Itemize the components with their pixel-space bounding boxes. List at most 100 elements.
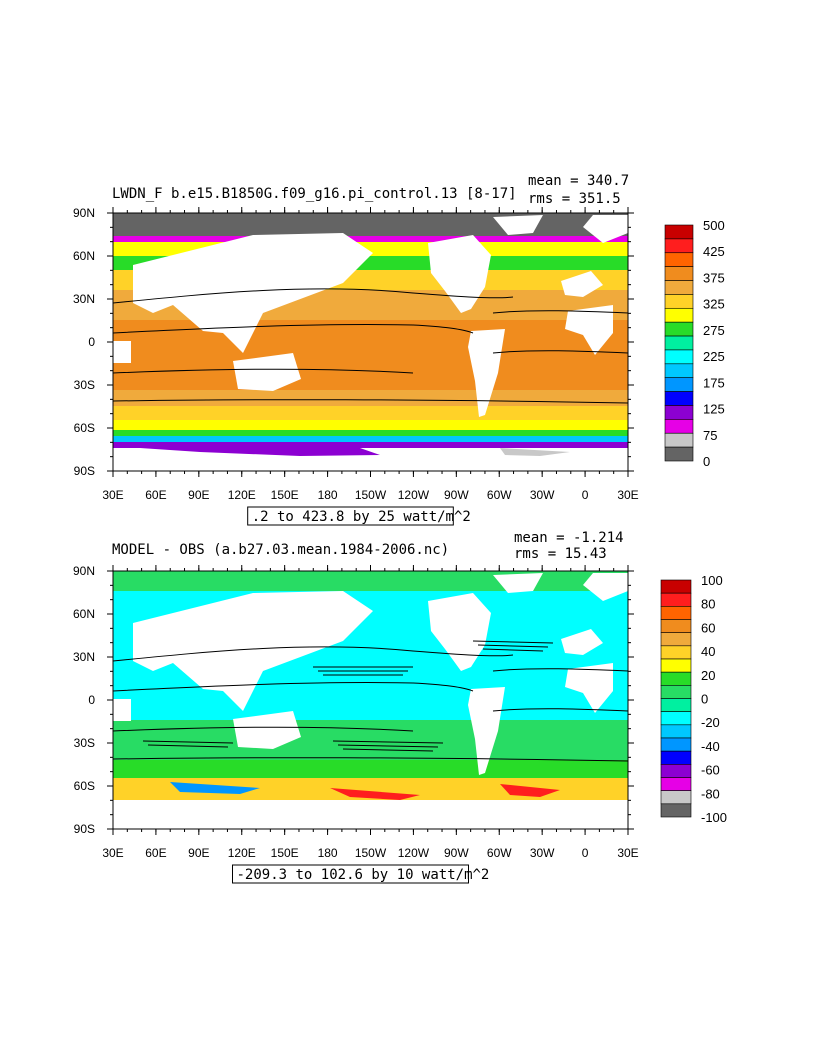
contour-line: [492, 350, 629, 354]
x-tick-label: 150W: [355, 488, 387, 502]
y-tick-label: 30S: [74, 736, 95, 750]
panel-2: MODEL - OBS (a.b27.03.mean.1984-2006.nc)…: [112, 530, 629, 829]
colorbar-label: -80: [701, 786, 720, 801]
colorbar-label: -60: [701, 763, 720, 778]
x-tick-label: 0: [582, 488, 589, 502]
x-tick-label: 30E: [617, 488, 638, 502]
colorbar-label: 500: [703, 218, 725, 233]
colorbar-swatch: [664, 432, 694, 448]
x-tick-label: 0: [582, 846, 589, 860]
colorbar-swatch: [660, 671, 692, 686]
y-tick-label: 60N: [73, 607, 95, 621]
land-mass: [565, 663, 613, 713]
x-tick-label: 150W: [355, 846, 387, 860]
colorbar-swatch: [660, 803, 692, 818]
colorbar-label: 225: [703, 349, 725, 364]
contour-range-label: -209.3 to 102.6 by 10 watt/m^2: [237, 867, 490, 883]
y-tick-label: 30N: [73, 650, 95, 664]
colorbar-swatch: [664, 349, 694, 365]
y-tick-label: 60S: [74, 421, 95, 435]
land-mass: [428, 593, 491, 671]
hatch-marks: [313, 666, 413, 676]
land-mass: [493, 215, 543, 235]
colorbar-swatch: [664, 391, 694, 406]
colorbar-swatch: [664, 419, 694, 434]
y-tick-label: 0: [88, 693, 95, 707]
land-mass: [133, 591, 373, 711]
land-mass: [468, 687, 505, 775]
panel-2-map: [112, 571, 629, 829]
x-tick-label: 60W: [487, 488, 512, 502]
panel-1-rms: rms = 351.5: [528, 191, 621, 207]
y-tick-label: 60S: [74, 779, 95, 793]
x-tick-label: 120W: [398, 846, 430, 860]
y-tick-label: 60N: [73, 249, 95, 263]
panel-1-map: [112, 213, 629, 472]
colorbar-swatch: [664, 252, 694, 267]
y-tick-label: 90S: [74, 464, 95, 478]
x-tick-label: 30W: [530, 488, 555, 502]
land-mass: [133, 233, 373, 353]
colorbar-label: 425: [703, 244, 725, 259]
x-tick-label: 60E: [145, 488, 166, 502]
land-mass: [468, 329, 505, 417]
x-tick-label: 30E: [617, 846, 638, 860]
x-tick-label: 30W: [530, 846, 555, 860]
colorbar-swatch: [660, 658, 692, 673]
hatch-marks: [142, 740, 234, 748]
colorbar-label: 175: [703, 375, 725, 390]
colorbar-swatch: [664, 238, 694, 254]
y-tick-label: 90S: [74, 822, 95, 836]
contour-line: [112, 682, 474, 692]
colorbar-swatch: [660, 711, 692, 726]
panel-1-mean: mean = 340.7: [528, 173, 629, 189]
x-tick-label: 90E: [188, 488, 209, 502]
colorbar-swatch: [664, 307, 694, 323]
colorbar-swatch: [660, 619, 692, 633]
colorbar-swatch: [664, 224, 694, 240]
x-tick-label: 120E: [228, 846, 256, 860]
colorbar-label: 40: [701, 644, 715, 659]
colorbar-swatch: [660, 645, 692, 660]
colorbar-label: 325: [703, 297, 725, 312]
colorbar-swatch: [664, 266, 694, 281]
x-tick-label: 120W: [398, 488, 430, 502]
land-mass: [233, 353, 301, 391]
contour-line: [112, 288, 514, 304]
land-mass: [561, 629, 603, 655]
y-tick-label: 30N: [73, 292, 95, 306]
contour-line: [112, 646, 514, 662]
panel-2-mean: mean = -1.214: [514, 530, 624, 546]
contour-line: [112, 757, 629, 762]
colorbar-label: 20: [701, 668, 715, 683]
x-tick-label: 90W: [444, 846, 469, 860]
colorbar-swatch: [664, 280, 694, 295]
land-mass: [561, 271, 603, 297]
contour-line: [492, 668, 629, 672]
colorbar-swatch: [660, 592, 692, 607]
y-tick-label: 90N: [73, 206, 95, 220]
x-tick-label: 150E: [271, 488, 299, 502]
x-tick-label: 30E: [102, 846, 123, 860]
colorbar-swatch: [660, 698, 692, 712]
colorbar-swatch: [664, 446, 694, 462]
land-mass: [565, 305, 613, 355]
panel-1: LWDN_F b.e15.B1850G.f09_g16.pi_control.1…: [112, 173, 629, 472]
colorbar-swatch: [664, 294, 694, 309]
contour-line: [112, 726, 414, 732]
colorbar-label: 75: [703, 428, 717, 443]
land-mass: [233, 711, 301, 749]
panel-2-title: MODEL - OBS (a.b27.03.mean.1984-2006.nc): [112, 542, 449, 558]
x-tick-label: 180: [318, 846, 338, 860]
colorbar-swatch: [660, 790, 692, 805]
x-tick-label: 90E: [188, 846, 209, 860]
colorbar-label: 0: [703, 454, 710, 469]
y-tick-label: 0: [88, 335, 95, 349]
contour-line: [112, 368, 414, 374]
colorbar-label: -40: [701, 739, 720, 754]
x-tick-label: 120E: [228, 488, 256, 502]
colorbar-swatch: [660, 764, 692, 778]
colorbar-swatch: [660, 579, 692, 594]
land-mass: [583, 573, 628, 601]
